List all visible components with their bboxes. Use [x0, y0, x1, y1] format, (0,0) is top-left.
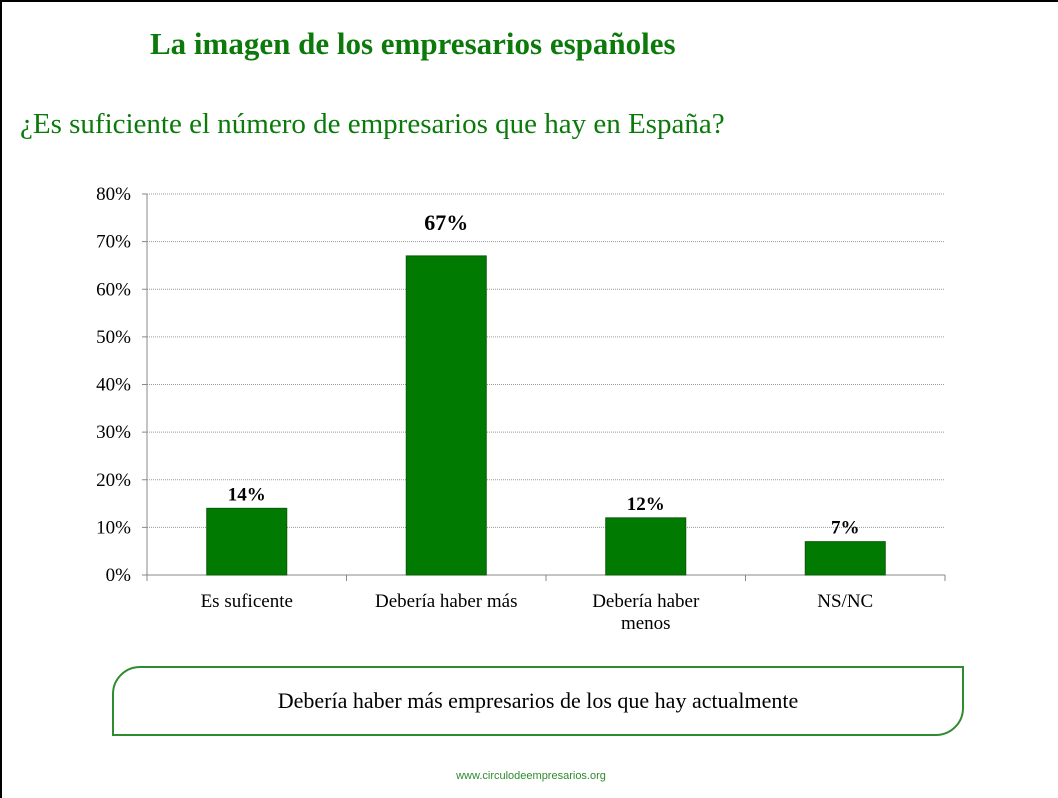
y-tick-label: 20% — [96, 470, 131, 491]
bar — [804, 541, 886, 576]
data-label: 7% — [831, 518, 860, 539]
x-tick-label: Debería haber menos — [592, 591, 700, 634]
bar — [206, 507, 288, 576]
y-tick-label: 80% — [96, 184, 131, 205]
y-tick-label: 60% — [96, 279, 131, 300]
y-tick-label: 10% — [96, 517, 131, 538]
data-label: 14% — [228, 484, 266, 505]
chart: 0% 10% 20% 30% 40% 50% 60% 70% 80% 14% 67% 12% 7% — [96, 184, 946, 586]
y-tick-label: 70% — [96, 232, 131, 253]
chart-title: La imagen de los empresarios españoles — [150, 26, 676, 61]
bar — [405, 255, 487, 576]
y-tick-label: 0% — [106, 565, 132, 586]
y-tick-label: 40% — [96, 375, 131, 396]
x-tick-label: Debería haber más — [375, 591, 518, 612]
footer: www.circulodeempresarios.org — [456, 770, 606, 782]
y-tick-label: 30% — [96, 422, 131, 443]
x-tick-label: Es suficente — [200, 591, 293, 612]
annotation-box: Debería haber más empresarios de los que… — [112, 666, 964, 736]
x-tick-label: NS/NC — [817, 591, 874, 612]
bar — [605, 517, 687, 576]
y-tick-label: 50% — [96, 327, 131, 348]
data-label: 67% — [424, 210, 468, 235]
data-label: 12% — [627, 494, 665, 515]
chart-subtitle: ¿Es suficiente el número de empresarios … — [20, 108, 725, 140]
